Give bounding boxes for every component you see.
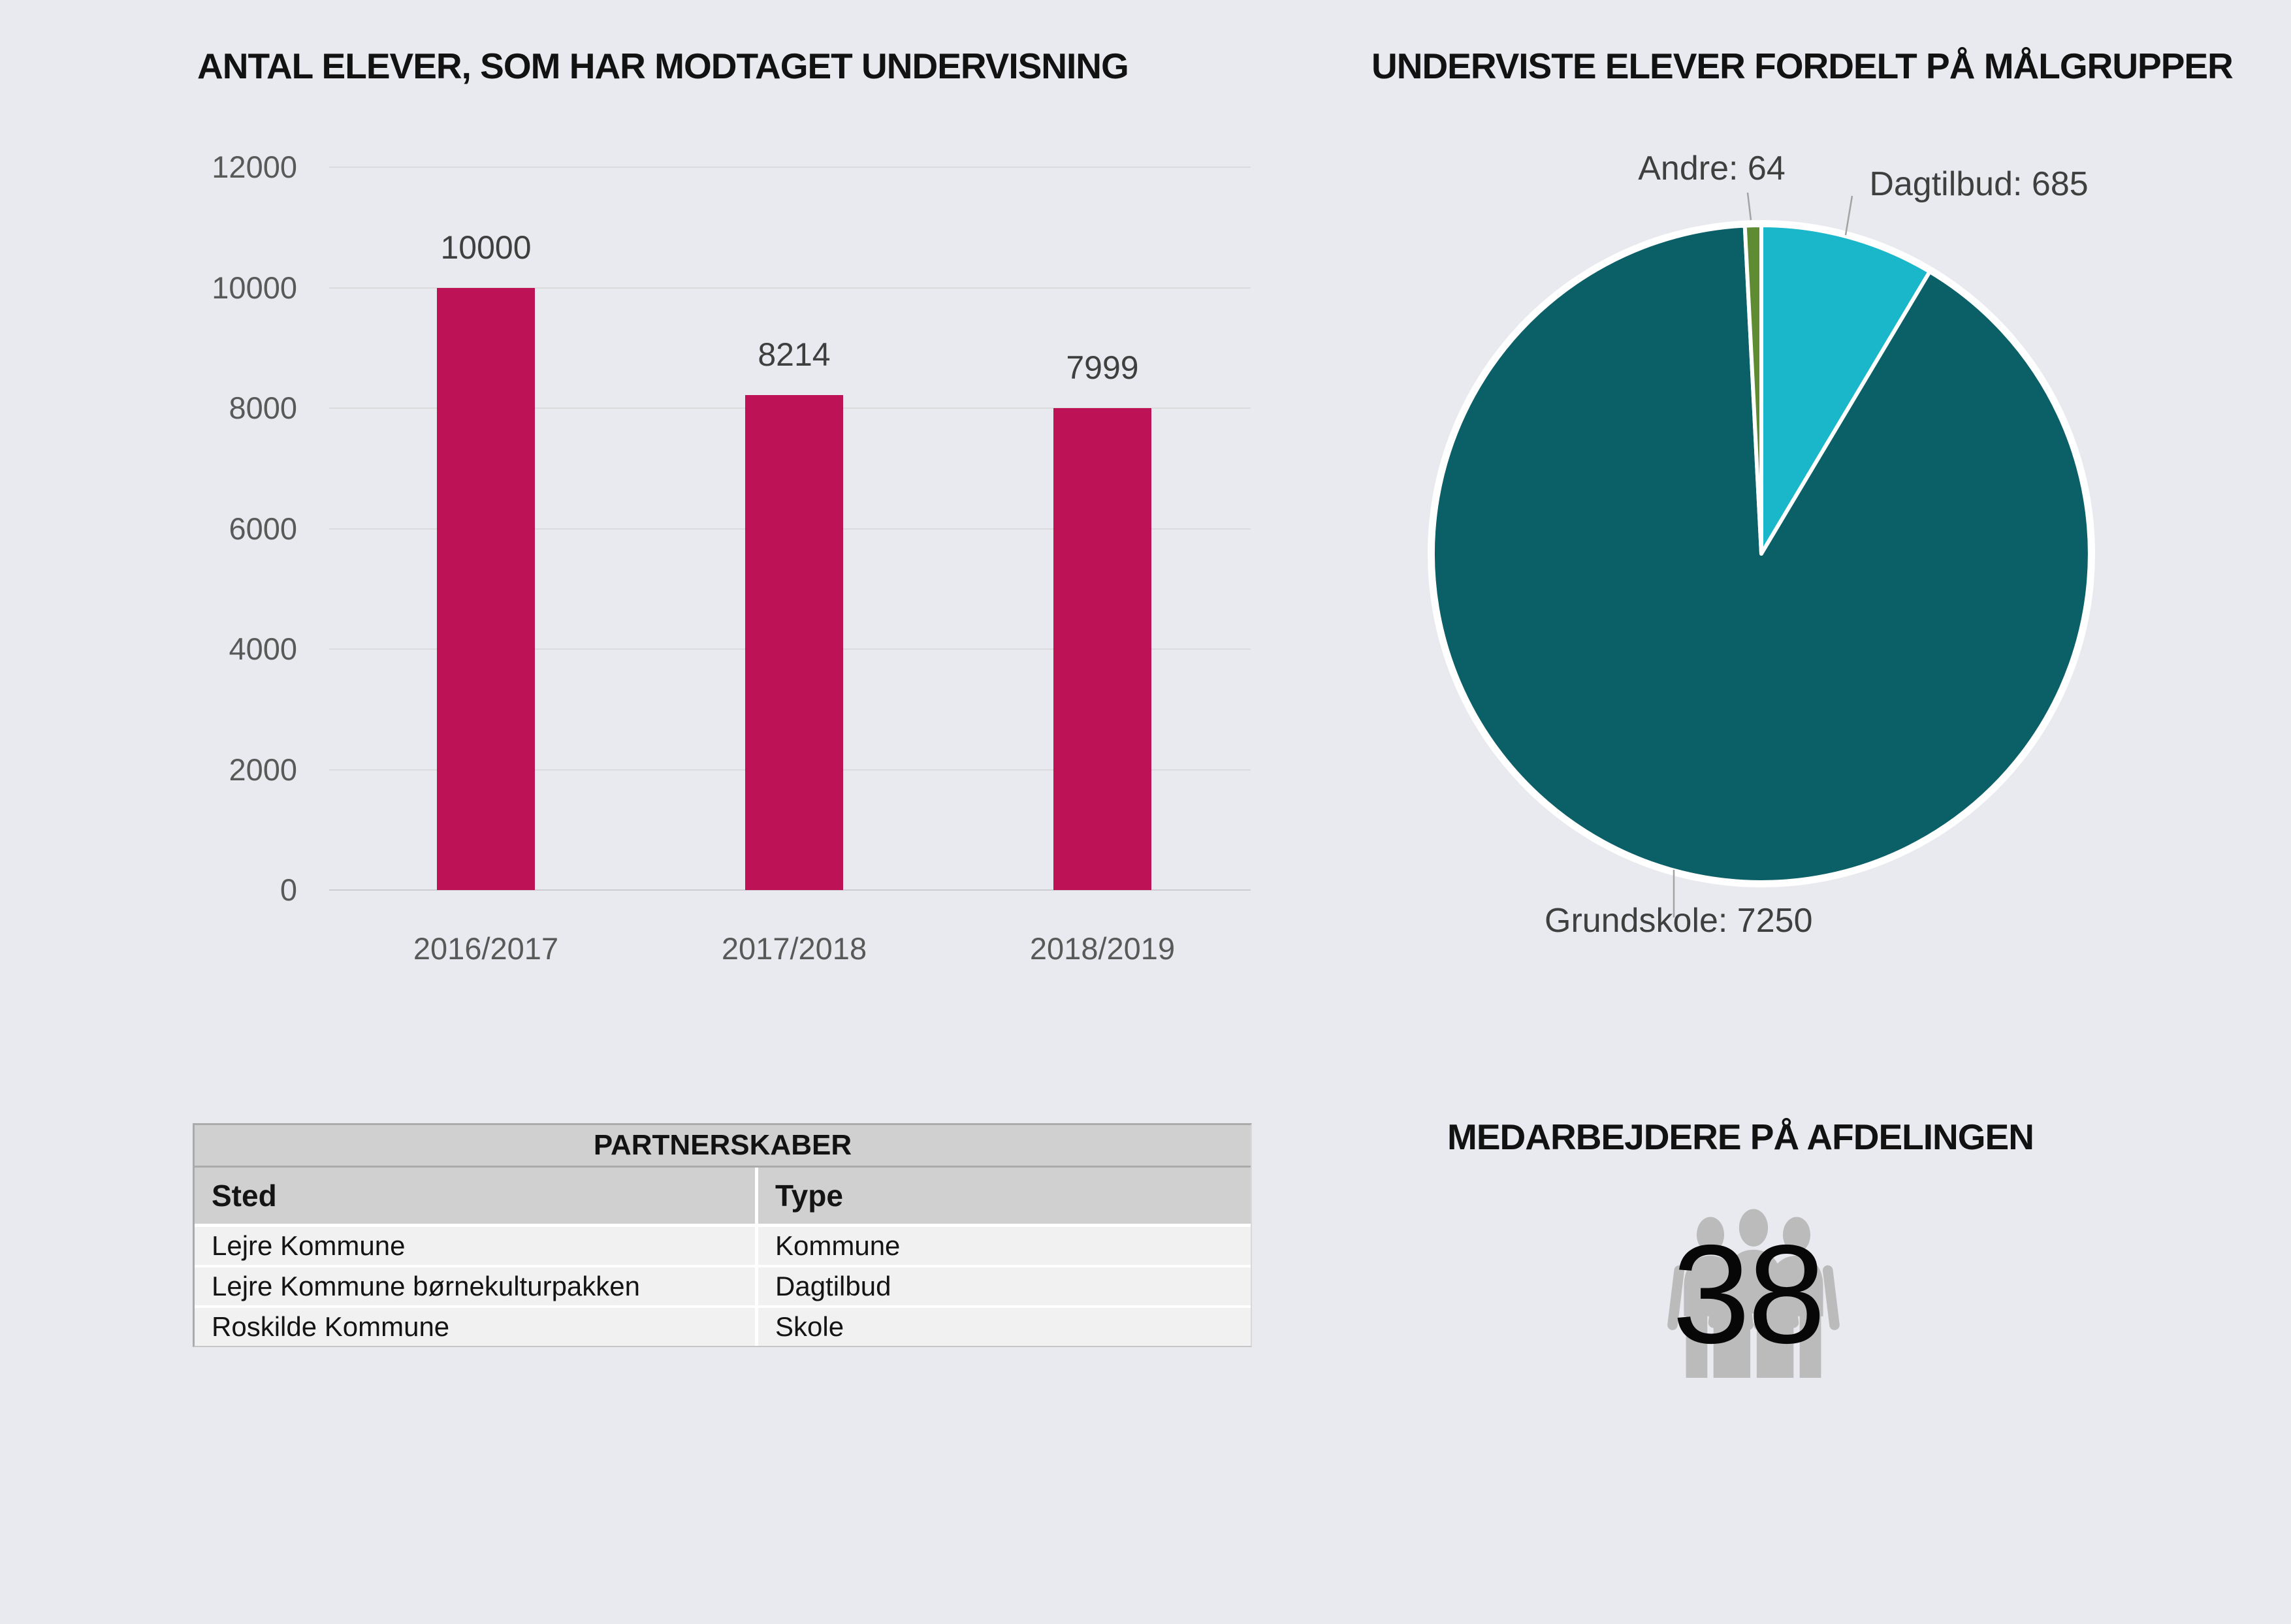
- table-cell-sted: Lejre Kommune: [212, 1230, 406, 1261]
- table-row: Roskilde Kommune Skole: [195, 1308, 1251, 1346]
- bar-2016/2017: [437, 287, 535, 890]
- x-axis-category-label: 2016/2017: [413, 931, 559, 966]
- table-cell-sted: Roskilde Kommune: [212, 1311, 450, 1342]
- pie-chart-title: UNDERVISTE ELEVER FORDELT PÅ MÅLGRUPPER: [1371, 46, 2234, 86]
- partners-table-header-sted: Sted: [212, 1179, 277, 1213]
- pie-callout-dagtilbud: Dagtilbud: 685: [1869, 165, 2089, 203]
- x-axis-category-label: 2018/2019: [1029, 931, 1176, 966]
- partners-table-header-type: Type: [755, 1168, 1251, 1224]
- pie-chart: [1428, 192, 2095, 917]
- leader-line-dagtilbud: [1844, 195, 1853, 236]
- table-cell-type: Kommune: [755, 1227, 1251, 1265]
- pie-slice-dagtilbud: [1759, 223, 1932, 556]
- bar-value-label: 10000: [440, 229, 532, 266]
- x-axis-category-label: 2017/2018: [721, 931, 867, 966]
- bar-2017/2018: [745, 395, 843, 890]
- y-axis-tick-label: 10000: [212, 270, 297, 305]
- table-cell-sted: Lejre Kommune børnekulturpakken: [212, 1271, 641, 1301]
- table-row: Lejre Kommune Kommune: [195, 1227, 1251, 1267]
- pie-callout-grundskole: Grundskole: 7250: [1545, 902, 1813, 940]
- table-cell-type: Skole: [755, 1308, 1251, 1346]
- y-axis-tick-label: 6000: [229, 511, 297, 546]
- bar-value-label: 8214: [758, 336, 831, 374]
- bar-chart-title: ANTAL ELEVER, SOM HAR MODTAGET UNDERVISN…: [197, 46, 1129, 86]
- y-axis-tick-label: 12000: [212, 150, 297, 184]
- staff-count: 38: [1672, 1215, 1825, 1373]
- y-axis-tick-label: 2000: [229, 752, 297, 787]
- leader-line-andre: [1746, 192, 1752, 221]
- gridline-0: [329, 889, 1251, 891]
- gridline-12000: [329, 167, 1251, 168]
- partners-table-header-row: Sted Type: [195, 1168, 1251, 1227]
- y-axis-tick-label: 8000: [229, 390, 297, 425]
- pie-slice-andre: [1742, 223, 1763, 556]
- staff-title: MEDARBEJDERE PÅ AFDELINGEN: [1447, 1117, 2034, 1157]
- table-cell-type: Dagtilbud: [755, 1267, 1251, 1305]
- table-row: Lejre Kommune børnekulturpakken Dagtilbu…: [195, 1267, 1251, 1308]
- y-axis-tick-label: 4000: [229, 631, 297, 666]
- bar-2018/2019: [1053, 408, 1151, 890]
- partners-table: PARTNERSKABER Sted Type Lejre Kommune Ko…: [193, 1123, 1252, 1347]
- partners-table-title: PARTNERSKABER: [195, 1125, 1251, 1168]
- pie-callout-andre: Andre: 64: [1638, 150, 1786, 187]
- gridline-10000: [329, 287, 1251, 289]
- bar-value-label: 7999: [1066, 349, 1139, 387]
- y-axis-tick-label: 0: [280, 872, 297, 907]
